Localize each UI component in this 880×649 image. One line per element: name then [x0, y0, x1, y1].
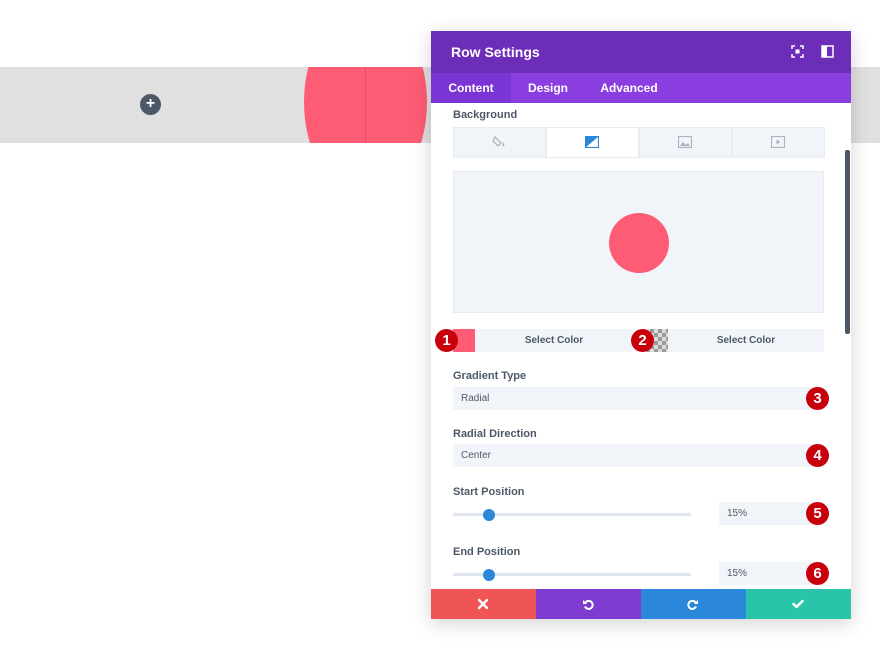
color-stop-2: Select Color — [646, 329, 824, 352]
background-type-tabs — [453, 127, 825, 158]
check-icon — [792, 599, 804, 609]
step-badge-3: 3 — [806, 387, 829, 410]
tab-content[interactable]: Content — [431, 73, 511, 103]
background-label: Background — [453, 109, 518, 121]
video-icon — [771, 136, 785, 148]
gradient-preview — [453, 171, 824, 313]
radial-direction-select[interactable]: Center — [453, 444, 824, 467]
tab-design[interactable]: Design — [527, 81, 568, 95]
color-stop-1: Select Color — [453, 329, 633, 352]
tab-advanced[interactable]: Advanced — [600, 81, 658, 95]
radial-direction-label: Radial Direction — [453, 428, 537, 440]
end-position-slider-handle[interactable] — [482, 569, 495, 581]
start-position-slider[interactable] — [453, 513, 691, 516]
bg-tab-color[interactable] — [453, 127, 546, 158]
step-badge-1: 1 — [435, 329, 458, 352]
plus-icon: + — [145, 95, 156, 112]
gradient-type-select[interactable]: Radial — [453, 387, 824, 410]
save-button[interactable] — [746, 589, 851, 619]
undo-icon — [583, 599, 594, 610]
end-position-slider[interactable] — [453, 573, 691, 576]
step-badge-4: 4 — [806, 444, 829, 467]
image-icon — [678, 136, 692, 148]
split-view-icon[interactable] — [821, 45, 834, 58]
gradient-icon — [585, 136, 599, 148]
start-position-input[interactable]: 15% — [719, 502, 824, 525]
modal-footer — [431, 589, 851, 619]
redo-icon — [687, 599, 698, 610]
paint-bucket-icon — [492, 136, 505, 147]
color-swatch-1[interactable] — [453, 329, 475, 352]
step-badge-5: 5 — [806, 502, 829, 525]
start-position-slider-handle[interactable] — [482, 509, 495, 521]
settings-tabs: Content Design Advanced — [431, 73, 851, 103]
step-badge-2: 2 — [631, 329, 654, 352]
settings-body: Background — [431, 103, 851, 589]
gradient-type-label: Gradient Type — [453, 370, 527, 382]
select-color-button-2[interactable]: Select Color — [668, 329, 824, 352]
close-icon — [477, 598, 489, 610]
preview-circle — [609, 213, 669, 273]
bg-tab-gradient[interactable] — [546, 127, 639, 158]
step-badge-6: 6 — [806, 562, 829, 585]
fullscreen-icon[interactable] — [791, 45, 804, 58]
redo-button[interactable] — [641, 589, 746, 619]
modal-title: Row Settings — [451, 44, 540, 60]
end-position-input[interactable]: 15% — [719, 562, 824, 585]
end-position-label: End Position — [453, 546, 521, 558]
scrollbar[interactable] — [845, 150, 850, 334]
cancel-button[interactable] — [431, 589, 536, 619]
select-color-button-1[interactable]: Select Color — [475, 329, 633, 352]
bg-tab-image[interactable] — [639, 127, 732, 158]
bg-tab-video[interactable] — [732, 127, 825, 158]
modal-header: Row Settings — [431, 31, 851, 73]
add-module-button[interactable]: + — [140, 94, 161, 115]
start-position-label: Start Position — [453, 486, 525, 498]
column-divider — [365, 67, 366, 143]
undo-button[interactable] — [536, 589, 641, 619]
row-settings-modal: Row Settings Content Design Advanced Bac… — [431, 31, 851, 619]
